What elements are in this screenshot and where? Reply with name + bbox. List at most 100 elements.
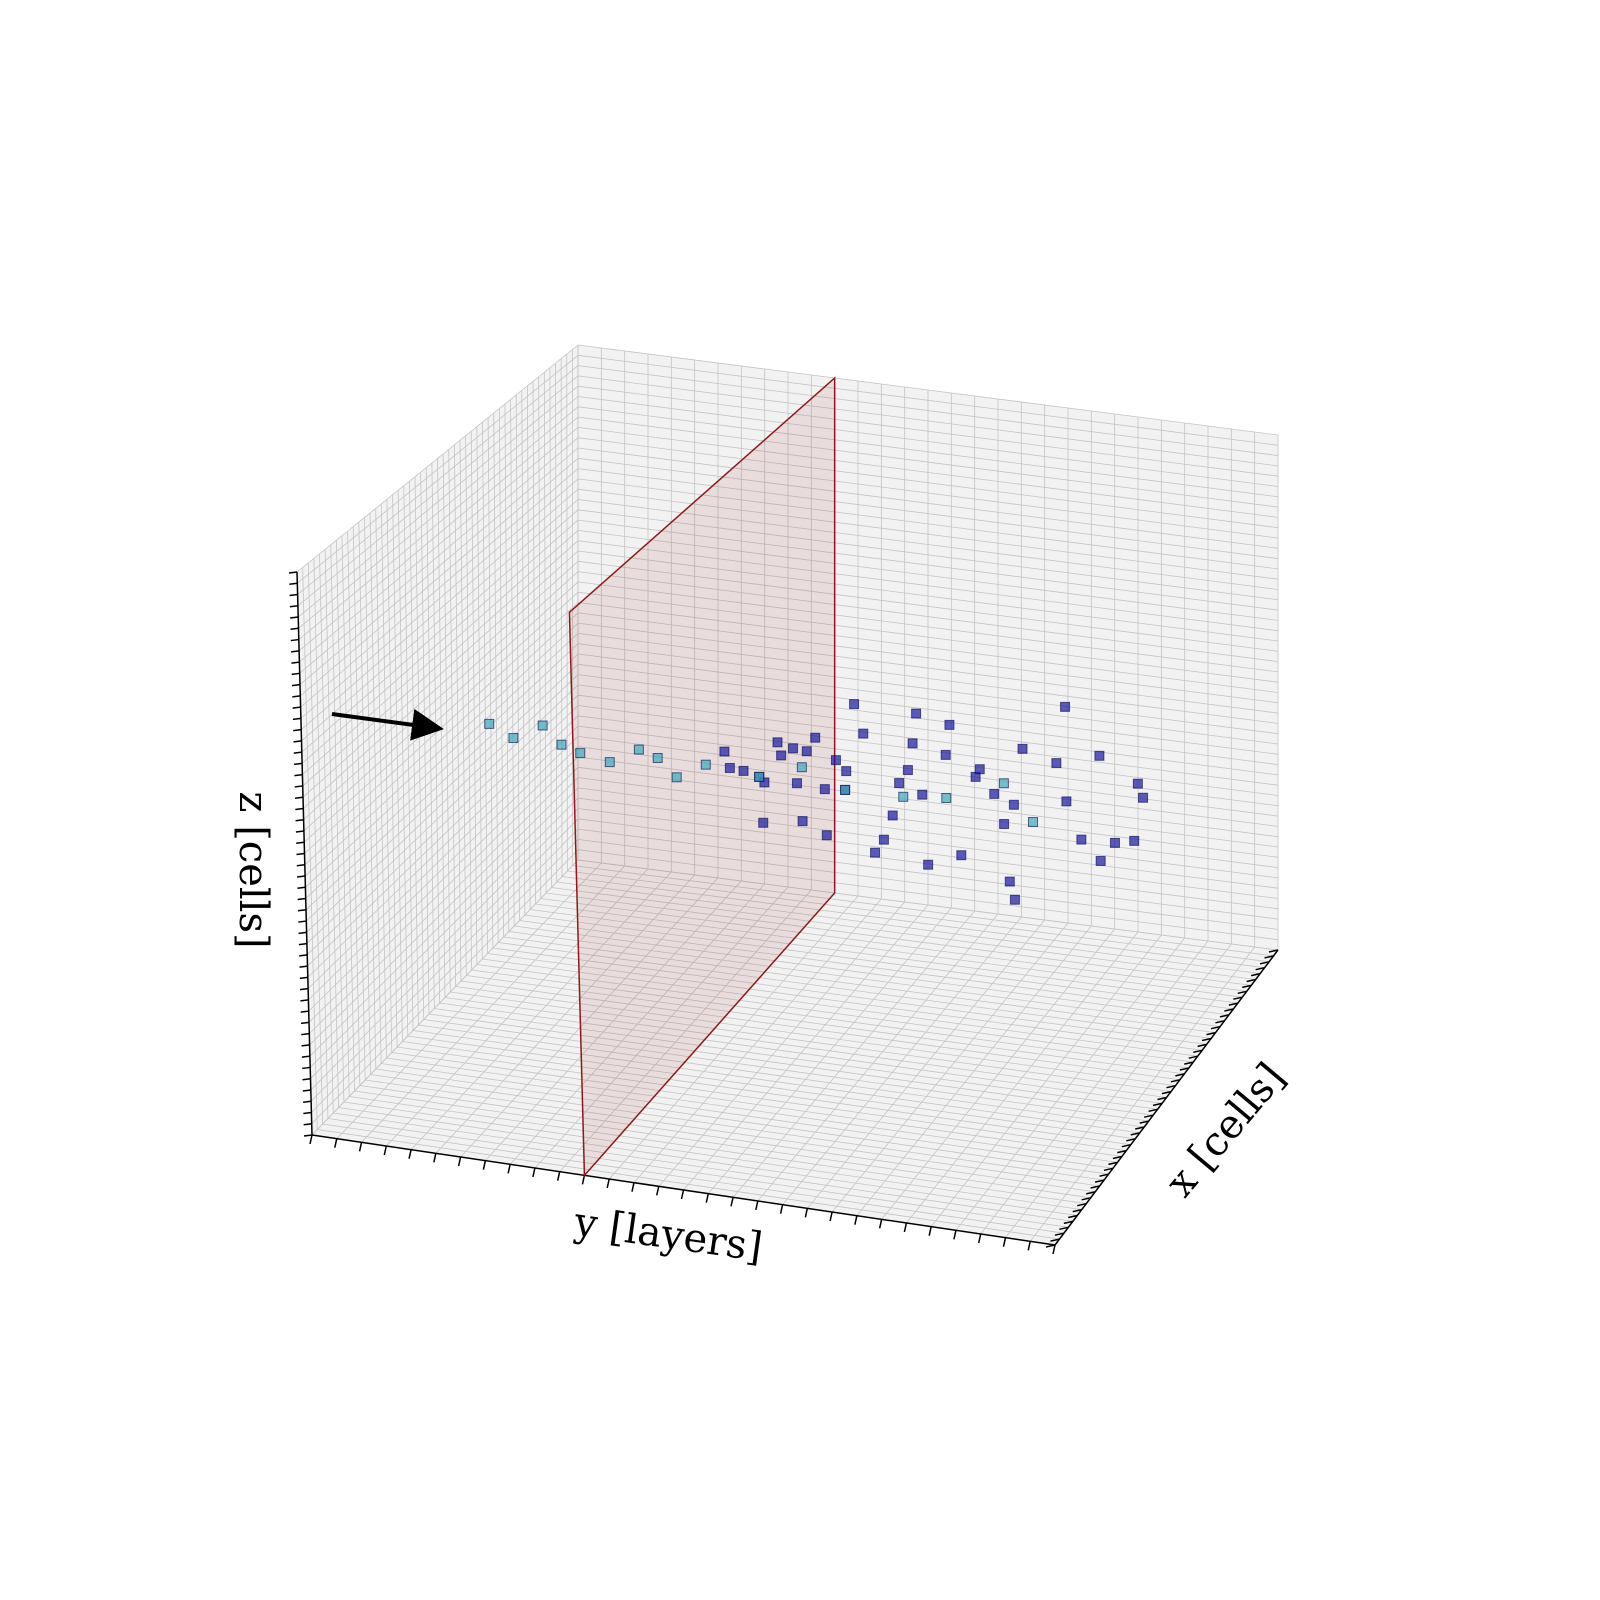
hit (1061, 796, 1072, 807)
grid-line (577, 365, 1279, 456)
hit (1132, 778, 1143, 789)
grid-line (577, 705, 1279, 796)
z-tick (292, 706, 301, 709)
y-tick (1002, 1237, 1007, 1247)
x-tick (1139, 1120, 1149, 1124)
grid-line (577, 385, 1279, 477)
x-tick (1201, 1037, 1212, 1042)
grid-line (299, 427, 579, 663)
grid-line (577, 457, 1279, 549)
grid-line (302, 540, 579, 787)
y-tick (656, 1186, 660, 1196)
grid-line (577, 344, 1279, 436)
grid-line (831, 922, 1069, 1213)
grid-line (410, 871, 672, 1150)
grid-line (559, 889, 812, 1172)
hit (652, 753, 663, 763)
grid-line (302, 550, 579, 798)
grid-line (305, 633, 579, 888)
grid-line (577, 375, 1279, 467)
grid-line (297, 375, 579, 607)
grid-line (299, 437, 579, 674)
hit (1095, 855, 1106, 866)
grid-line (577, 643, 1279, 735)
grid-line (300, 488, 579, 730)
grid-line (577, 756, 1279, 848)
hit (776, 750, 787, 761)
z-tick (298, 942, 307, 946)
grid-line (311, 859, 579, 1136)
grid-line (577, 633, 1279, 724)
grid-line (577, 797, 1279, 889)
y-tick (854, 1215, 858, 1225)
grid-line (309, 787, 579, 1057)
grid-line (577, 447, 1279, 539)
grid-line (807, 919, 1045, 1209)
y-tick (705, 1193, 709, 1203)
hit (1138, 792, 1149, 803)
z-tick (289, 605, 298, 608)
z-tick (302, 1089, 311, 1092)
z-tick (290, 627, 299, 631)
grid-line (577, 530, 1279, 621)
grid-line (301, 519, 579, 764)
grid-line (309, 777, 579, 1046)
grid-line (301, 509, 579, 753)
z-tick (292, 695, 301, 698)
z-tick (300, 1021, 310, 1025)
hit (819, 784, 830, 795)
grid-line (577, 499, 1279, 590)
hit (724, 763, 735, 773)
grid-line (304, 622, 579, 877)
hit (1060, 701, 1071, 712)
grid-line (310, 818, 579, 1091)
grid-line (300, 468, 579, 708)
hit (1129, 835, 1140, 846)
x-tick (1228, 1002, 1239, 1006)
x-tick (1130, 1132, 1140, 1136)
z-tick (302, 1066, 311, 1070)
x-tick (1210, 1025, 1221, 1030)
grid-line (577, 560, 1279, 652)
grid-line (305, 643, 579, 899)
x-tick (1135, 1126, 1145, 1130)
grid-line (509, 883, 765, 1165)
y-tick (309, 1134, 313, 1145)
x-tick (1112, 1155, 1123, 1160)
y-tick (433, 1153, 437, 1163)
grid-line (577, 766, 1279, 858)
x-tick (1148, 1108, 1158, 1113)
grid-line (577, 849, 1279, 941)
x-tick (1268, 949, 1279, 953)
grid-line (306, 674, 579, 933)
hit (999, 819, 1010, 830)
grid-line (303, 581, 579, 832)
y-tick (928, 1226, 932, 1236)
grid-line (980, 940, 1209, 1235)
grid-line (658, 901, 905, 1187)
grid-line (308, 746, 579, 1012)
y-tick (829, 1211, 833, 1222)
hit (1094, 750, 1105, 761)
z-tick (296, 852, 305, 856)
z-tick (292, 717, 301, 721)
z-tick (298, 920, 307, 923)
grid-line (955, 937, 1185, 1231)
x-tick (1206, 1031, 1216, 1036)
grid-line (361, 865, 625, 1143)
x-tick (1090, 1185, 1100, 1189)
x-tick (1126, 1138, 1136, 1142)
grid-line (577, 478, 1279, 570)
x-tick (1224, 1008, 1234, 1012)
grid-line (577, 591, 1279, 683)
grid-line (757, 913, 999, 1202)
hit (830, 755, 841, 766)
z-tick (290, 638, 299, 642)
hit (759, 777, 770, 788)
hit (633, 744, 644, 755)
y-tick (755, 1200, 759, 1211)
y-tick (556, 1171, 561, 1181)
grid-line (577, 416, 1279, 508)
z-tick (301, 1032, 310, 1036)
grid-line (577, 694, 1279, 786)
